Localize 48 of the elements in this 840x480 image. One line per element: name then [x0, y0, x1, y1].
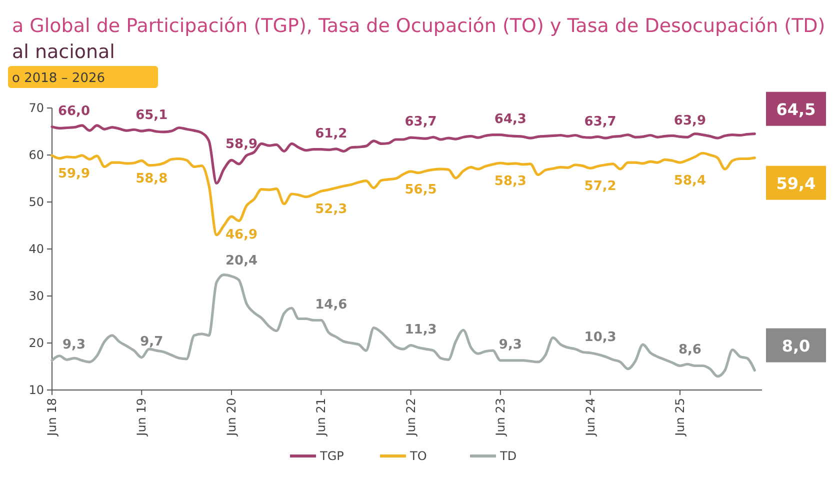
chart-title: a Global de Participación (TGP), Tasa de Ocupación (TO) y Tasa de Desocupación (TD)	[12, 15, 826, 37]
x-tick-label: Jun 23	[493, 398, 508, 437]
y-tick-label: 40	[28, 242, 44, 256]
x-tick-label: Jun 25	[672, 398, 687, 437]
legend-label: TO	[409, 449, 427, 463]
data-label: 63,7	[404, 114, 437, 130]
data-label: 9,3	[498, 337, 522, 352]
data-label: 58,4	[674, 174, 706, 189]
legend-label: TD	[499, 449, 517, 463]
data-label: 9,3	[62, 337, 86, 352]
x-tick-label: Jun 18	[45, 398, 59, 437]
data-label: 58,8	[136, 172, 168, 187]
data-label: 9,7	[140, 334, 164, 350]
data-label: 14,6	[315, 297, 348, 312]
data-label: 57,2	[584, 179, 616, 194]
y-tick-label: 60	[28, 148, 44, 162]
data-label: 59,9	[58, 166, 90, 182]
data-label: 66,0	[58, 104, 90, 119]
data-label: 61,2	[315, 126, 348, 142]
data-label: 58,3	[494, 174, 526, 189]
data-label: 65,1	[136, 108, 168, 124]
y-tick-label: 30	[28, 289, 44, 303]
x-tick-label: Jun 22	[404, 398, 418, 437]
data-label: 20,4	[225, 253, 258, 268]
data-label: 11,3	[404, 322, 437, 338]
y-tick-label: 10	[28, 383, 44, 397]
data-label: 58,9	[225, 137, 258, 152]
data-label: 56,5	[404, 182, 437, 198]
x-tick-label: Jun 21	[314, 398, 328, 437]
data-label: 63,7	[584, 114, 616, 130]
data-label: 64,3	[494, 112, 526, 127]
y-tick-label: 50	[28, 195, 44, 209]
y-tick-label: 20	[28, 336, 44, 350]
data-label: 46,9	[225, 228, 258, 243]
x-tick-label: Jun 20	[224, 398, 239, 437]
data-label: 59,4	[776, 174, 816, 193]
data-label: 63,9	[674, 114, 706, 129]
data-label: 64,5	[776, 100, 816, 119]
data-label: 10,3	[584, 330, 616, 345]
data-label: 52,3	[315, 202, 348, 218]
y-tick-label: 70	[28, 101, 44, 115]
chart-subtitle: al nacional	[12, 41, 115, 63]
x-tick-label: Jun 19	[134, 398, 149, 437]
x-tick-label: Jun 24	[583, 398, 598, 437]
text: o 2018 – 2026	[12, 71, 106, 86]
legend-label: TGP	[319, 449, 344, 463]
data-label: 8,6	[678, 342, 702, 358]
data-label: 8,0	[782, 336, 810, 356]
